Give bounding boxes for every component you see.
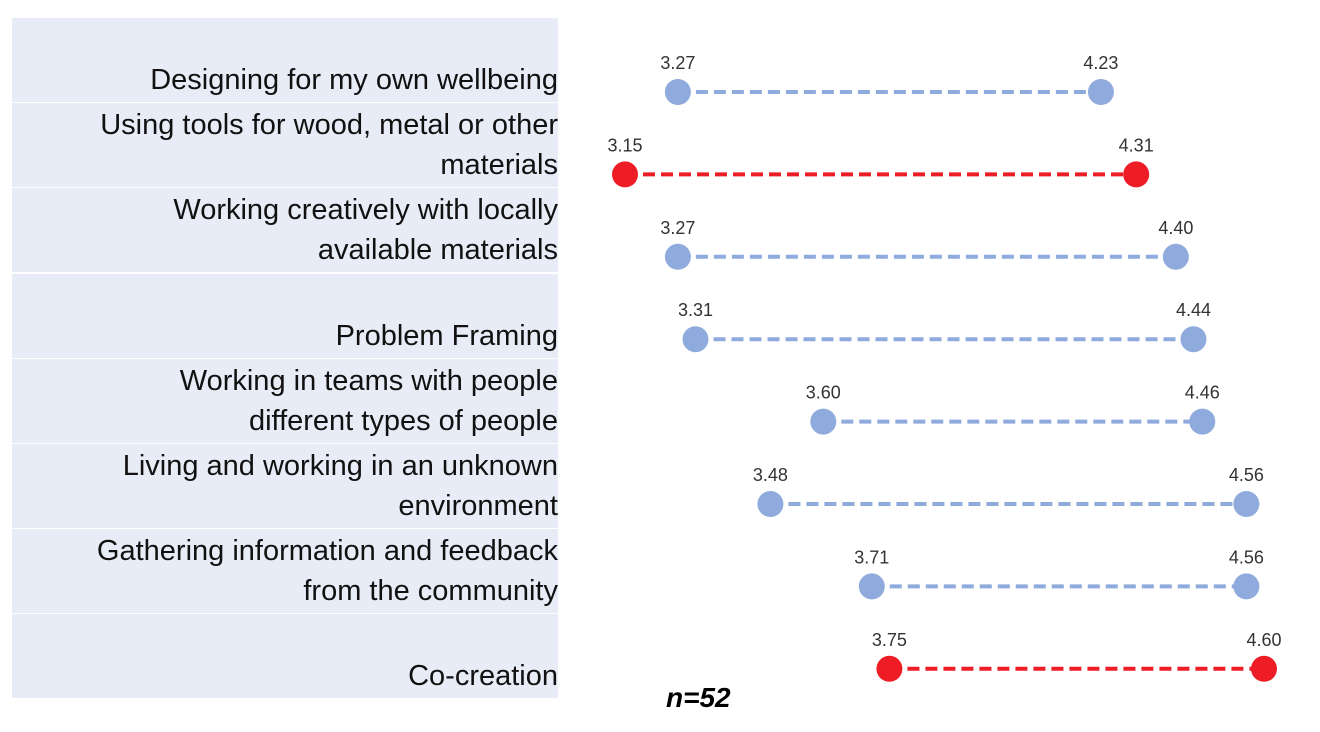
high-value-label: 4.44	[1176, 300, 1211, 320]
low-value-label: 3.75	[872, 630, 907, 650]
high-value-marker	[1180, 326, 1207, 353]
low-value-marker	[858, 573, 885, 600]
low-value-marker	[612, 161, 638, 188]
category-row: Problem Framing	[12, 273, 558, 358]
category-label-line: environment	[398, 490, 558, 522]
low-value-marker	[664, 79, 691, 105]
high-value-marker	[1087, 79, 1114, 105]
category-row: Working creatively with locally available…	[12, 188, 558, 273]
high-value-marker	[1162, 243, 1189, 270]
category-label-line: Problem Framing	[335, 319, 558, 352]
low-value-marker	[682, 326, 709, 353]
category-row: Gathering information and feedback from t…	[12, 529, 558, 614]
category-label-line: from the community	[303, 575, 558, 608]
low-value-label: 3.48	[753, 465, 788, 485]
low-value-label: 3.31	[678, 300, 713, 320]
low-value-label: 3.60	[806, 383, 841, 403]
low-value-marker	[757, 491, 784, 517]
low-value-label: 3.27	[660, 53, 695, 73]
low-value-marker	[810, 408, 837, 435]
category-row: Living and working in an unknown environm…	[12, 444, 558, 528]
low-value-label: 3.15	[607, 135, 642, 155]
category-label-line: Working creatively with locally	[173, 194, 558, 227]
category-label-line: Designing for my own wellbeing	[150, 64, 558, 96]
high-value-marker	[1123, 161, 1150, 188]
category-label-line: Gathering information and feedback	[96, 535, 558, 568]
high-value-marker	[1251, 655, 1277, 682]
low-value-marker	[876, 655, 903, 682]
low-value-marker	[664, 243, 691, 270]
low-value-label: 3.27	[660, 218, 695, 238]
category-label-line: Living and working in an unknown	[122, 450, 558, 482]
category-row: Designing for my own wellbeing	[12, 18, 558, 102]
category-label-line: available materials	[317, 234, 558, 267]
category-row: Working in teams with people different ty…	[12, 358, 558, 443]
category-label-line: different types of people	[248, 404, 558, 437]
high-value-label: 4.31	[1119, 135, 1154, 155]
category-row: Using tools for wood, metal or other mate…	[12, 103, 558, 188]
high-value-marker	[1233, 491, 1260, 517]
category-label-line: Co-creation	[408, 660, 558, 693]
category-row: Co-creation	[12, 614, 558, 699]
category-label-line: Working in teams with people	[179, 364, 558, 397]
high-value-label: 4.56	[1229, 465, 1264, 485]
high-value-label: 4.23	[1083, 53, 1118, 73]
category-label-line: Using tools for wood, metal or other	[100, 109, 558, 142]
category-label-line: materials	[440, 149, 558, 182]
high-value-label: 4.46	[1185, 383, 1220, 403]
high-value-marker	[1189, 408, 1216, 435]
category-label-panel: Designing for my own wellbeing Using tool…	[12, 18, 558, 700]
high-value-label: 4.40	[1158, 218, 1193, 238]
low-value-label: 3.71	[854, 547, 889, 567]
high-value-marker	[1233, 573, 1260, 600]
sample-size-note: n=52	[666, 682, 731, 713]
high-value-label: 4.56	[1229, 547, 1264, 567]
high-value-label: 4.60	[1246, 630, 1281, 650]
